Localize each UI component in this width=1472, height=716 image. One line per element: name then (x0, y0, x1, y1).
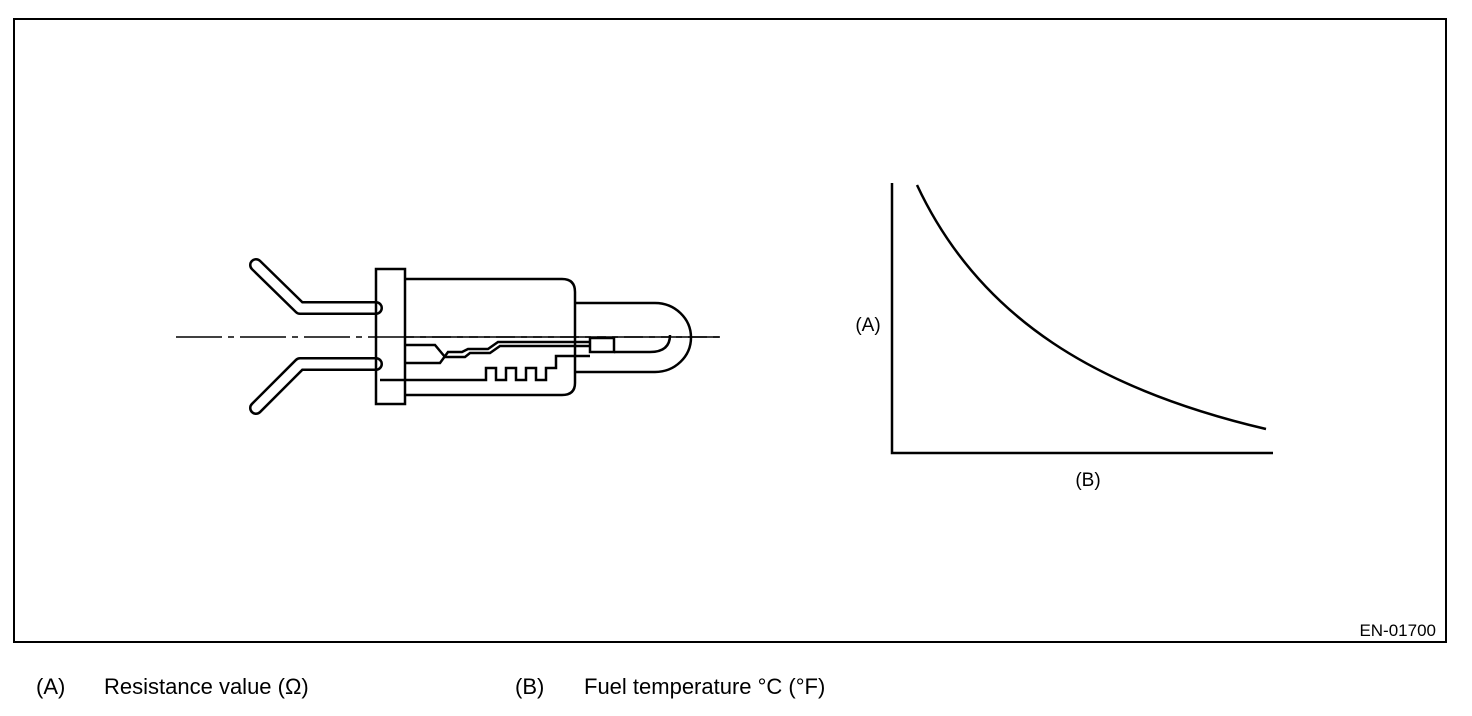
legend-key: (B) (515, 674, 544, 699)
thermistor (588, 336, 616, 354)
figure-code: EN-01700 (1359, 621, 1436, 640)
legend-key: (A) (36, 674, 65, 699)
x-axis-label: (B) (1075, 470, 1100, 491)
legend-text: Resistance value (Ω) (104, 674, 309, 699)
inner-lead (614, 334, 672, 354)
graph-axes (890, 183, 1273, 455)
graph: (A) (B) (855, 183, 1273, 491)
figure-frame (13, 18, 1447, 643)
resistance-curve (915, 184, 1267, 431)
y-axis-label: (A) (855, 315, 880, 336)
terminal-lower-inner (251, 359, 381, 413)
legend: (A) Resistance value (Ω) (B) Fuel temper… (36, 674, 825, 699)
sensor-drawing (176, 258, 720, 415)
legend-text: Fuel temperature °C (°F) (584, 674, 825, 699)
inner-wire-2 (405, 340, 590, 365)
inner-wire (405, 343, 590, 359)
inner-housing (380, 354, 590, 382)
terminal-upper-inner (251, 260, 381, 313)
